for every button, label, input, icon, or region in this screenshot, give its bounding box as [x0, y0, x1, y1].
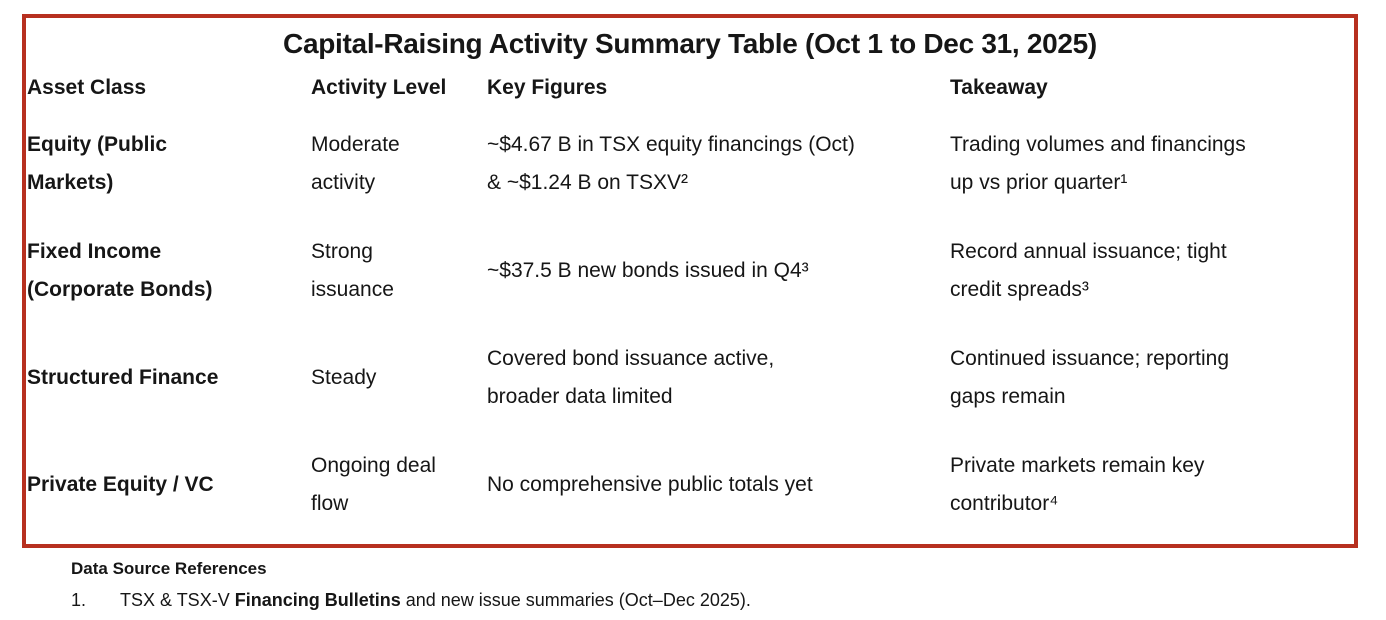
- reference-text-prefix: TSX & TSX-V: [120, 590, 235, 610]
- header-activity-level: Activity Level: [311, 76, 447, 99]
- reference-item: 1. TSX & TSX-V Financing Bulletins and n…: [71, 588, 1351, 612]
- activity-level-cell: Moderate activity: [311, 132, 400, 194]
- header-asset-class: Asset Class: [27, 76, 147, 99]
- table-row: Private Equity / VC Ongoing deal flow No…: [26, 431, 1354, 538]
- header-key-figures: Key Figures: [487, 76, 608, 99]
- asset-class-cell: Equity (Public Markets): [27, 132, 168, 194]
- references-heading: Data Source References: [71, 559, 267, 578]
- data-source-references: Data Source References 1. TSX & TSX-V Fi…: [71, 558, 1351, 612]
- reference-text-bold: Financing Bulletins: [234, 590, 401, 610]
- takeaway-cell: Private markets remain key contributor⁴: [950, 453, 1205, 515]
- reference-number: 1.: [71, 590, 87, 610]
- key-figures-cell: ~$37.5 B new bonds issued in Q4³: [487, 258, 809, 282]
- table-header-row: Asset Class Activity Level Key Figures T…: [26, 66, 1354, 110]
- activity-level-cell: Strong issuance: [311, 239, 394, 301]
- table-row: Equity (Public Markets) Moderate activit…: [26, 110, 1354, 217]
- asset-class-cell: Structured Finance: [27, 365, 219, 389]
- key-figures-cell: Covered bond issuance active, broader da…: [487, 346, 775, 408]
- summary-table-frame: Capital-Raising Activity Summary Table (…: [22, 14, 1358, 548]
- takeaway-cell: Record annual issuance; tight credit spr…: [950, 239, 1227, 301]
- table-row: Fixed Income (Corporate Bonds) Strong is…: [26, 217, 1354, 324]
- activity-level-cell: Steady: [311, 365, 377, 389]
- reference-text: TSX & TSX-V Financing Bulletins and new …: [120, 588, 751, 612]
- takeaway-cell: Continued issuance; reporting gaps remai…: [950, 346, 1230, 408]
- reference-text-suffix: and new issue summaries (Oct–Dec 2025).: [400, 590, 751, 610]
- asset-class-cell: Private Equity / VC: [27, 472, 214, 496]
- activity-level-cell: Ongoing deal flow: [311, 453, 436, 515]
- header-takeaway: Takeaway: [950, 76, 1048, 99]
- asset-class-cell: Fixed Income (Corporate Bonds): [27, 239, 213, 301]
- key-figures-cell: ~$4.67 B in TSX equity financings (Oct) …: [487, 132, 855, 194]
- table-title: Capital-Raising Activity Summary Table (…: [283, 28, 1097, 59]
- key-figures-cell: No comprehensive public totals yet: [487, 472, 813, 496]
- takeaway-cell: Trading volumes and financings up vs pri…: [950, 132, 1246, 194]
- table-row: Structured Finance Steady Covered bond i…: [26, 324, 1354, 431]
